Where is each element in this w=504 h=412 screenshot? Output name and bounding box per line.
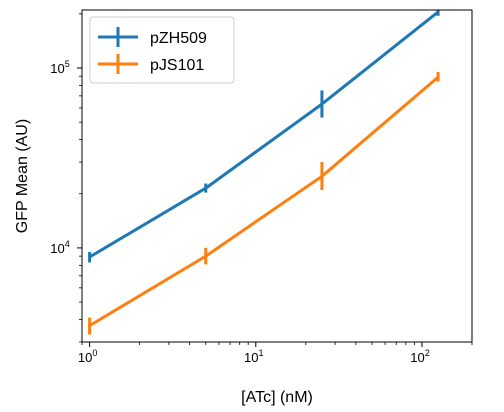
x-axis-label: [ATc] (nM) — [241, 389, 313, 406]
y-tick-label: 105 — [50, 59, 69, 76]
legend-label-pZH509: pZH509 — [150, 30, 207, 47]
x-tick-label: 102 — [410, 348, 429, 365]
series-pJS101 — [88, 71, 440, 335]
legend-box — [89, 16, 235, 84]
y-axis-label: GFP Mean (AU) — [14, 119, 31, 233]
legend-entry-pZH509: pZH509 — [98, 27, 207, 47]
legend: pZH509 pJS101 — [89, 16, 235, 84]
x-tick-label: 100 — [78, 348, 97, 365]
series-line-pJS101 — [88, 75, 440, 327]
legend-entry-pJS101: pJS101 — [98, 54, 204, 74]
y-tick-label: 104 — [50, 239, 69, 256]
series-pZH509 — [88, 10, 440, 263]
series-layer — [88, 10, 440, 335]
x-tick-label: 101 — [244, 348, 263, 365]
series-line-pZH509 — [88, 10, 440, 259]
plot-frame — [81, 9, 473, 343]
ticks-layer: 100 101 102 104 105 — [50, 13, 473, 365]
legend-label-pJS101: pJS101 — [150, 57, 204, 74]
